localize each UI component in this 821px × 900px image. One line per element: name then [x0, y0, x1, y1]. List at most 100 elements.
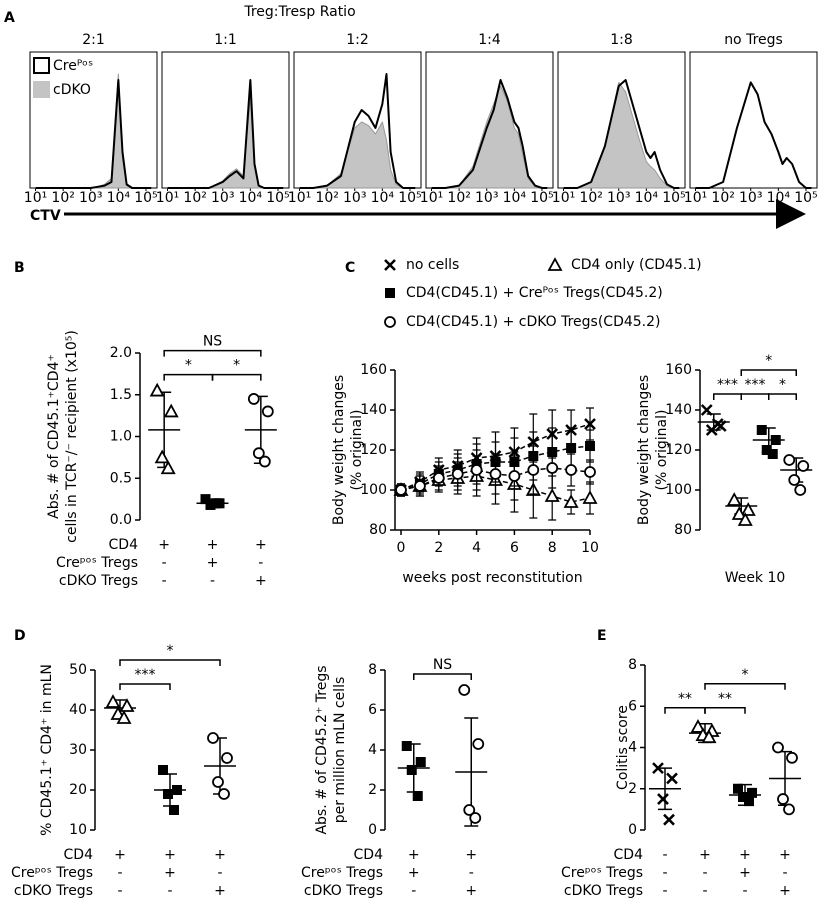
x-tick-label: 8 — [548, 540, 557, 556]
data-point — [221, 752, 233, 764]
data-point — [412, 791, 423, 801]
condition-sign: + — [164, 847, 176, 863]
data-point — [663, 813, 675, 826]
condition-sign: - — [662, 865, 667, 881]
data-point — [794, 484, 807, 496]
data-point — [401, 741, 412, 751]
data-point — [783, 803, 795, 816]
condition-sign: + — [158, 537, 170, 553]
significance-bracket — [163, 349, 262, 357]
y-tick-label: 160 — [360, 362, 387, 378]
legend-marker — [385, 288, 395, 298]
x-axis-label: CTV — [30, 208, 61, 224]
x-tick-label: 10² — [447, 190, 470, 206]
data-point — [252, 447, 265, 460]
x-tick-label: 10¹ — [552, 190, 575, 206]
data-point — [777, 793, 789, 805]
significance-label: ** — [718, 691, 732, 707]
data-point — [544, 488, 560, 502]
data-point — [163, 403, 179, 418]
data-point — [169, 805, 179, 815]
y-axis-label: Abs. # of CD45.2⁺ Tregs — [314, 665, 330, 834]
panel-letter: C — [345, 260, 355, 276]
condition-sign: - — [782, 865, 787, 881]
condition-label: Creᵖᵒˢ Tregs — [561, 865, 643, 881]
significance-label: * — [185, 358, 192, 374]
data-point — [737, 512, 753, 526]
y-tick-label: 1.5 — [110, 387, 132, 403]
data-point — [770, 435, 781, 445]
panel-letter: D — [14, 628, 26, 644]
condition-sign: + — [214, 883, 226, 899]
x-tick-label: 0 — [397, 540, 406, 556]
significance-label: * — [742, 667, 749, 683]
y-tick-label: 1.0 — [110, 429, 132, 445]
condition-sign: - — [162, 555, 167, 571]
data-point — [744, 796, 754, 807]
histogram-line — [695, 81, 812, 189]
legend-label: cDKO — [53, 82, 91, 98]
x-tick-label: 10¹ — [24, 190, 47, 206]
histogram-frame — [689, 51, 818, 189]
y-tick-label: 0.5 — [110, 470, 132, 486]
data-point — [105, 694, 121, 708]
data-point — [469, 812, 482, 824]
data-point — [406, 765, 417, 775]
data-point — [413, 480, 426, 492]
data-point — [432, 472, 445, 484]
condition-sign: - — [162, 573, 167, 589]
x-tick-label: 10³ — [607, 190, 630, 206]
significance-label: NS — [433, 657, 452, 673]
x-tick-label: 10³ — [739, 190, 762, 206]
y-tick-label: 100 — [360, 482, 387, 498]
y-tick-label: 100 — [665, 482, 692, 498]
condition-sign: + — [408, 847, 420, 863]
x-tick-label: 10⁵ — [134, 190, 157, 206]
data-point — [247, 393, 260, 405]
x-tick-label: 10 — [581, 540, 599, 556]
condition-sign: - — [258, 555, 263, 571]
y-tick-label: 2 — [628, 781, 637, 797]
significance-bracket — [119, 683, 171, 690]
condition-sign: + — [739, 865, 751, 881]
condition-label: CD4 — [614, 847, 644, 863]
legend-label: no cells — [406, 257, 459, 273]
condition-sign: - — [662, 847, 667, 863]
y-tick-label: 80 — [674, 522, 692, 538]
significance-label: ** — [678, 691, 692, 707]
data-point — [767, 449, 778, 459]
data-point — [566, 443, 577, 453]
x-tick-label: 10⁵ — [266, 190, 289, 206]
x-tick-label: 10⁵ — [794, 190, 817, 206]
y-tick-label: 8 — [628, 657, 637, 673]
condition-sign: + — [465, 847, 477, 863]
y-tick-label: 6 — [628, 698, 637, 714]
panel-letter: B — [14, 260, 25, 276]
condition-sign: - — [742, 883, 747, 899]
data-point — [783, 454, 796, 466]
y-tick-label: 50 — [69, 662, 87, 678]
x-tick-label: 10² — [579, 190, 602, 206]
data-point — [797, 460, 810, 472]
data-point — [747, 787, 757, 798]
data-point — [458, 684, 471, 696]
y-axis-label: Colitis score — [615, 705, 631, 790]
x-tick-label: 10⁴ — [503, 190, 527, 206]
y-tick-label: 4 — [628, 740, 637, 756]
y-tick-label: 160 — [665, 362, 692, 378]
significance-bracket — [664, 707, 706, 714]
condition-label: Creᵖᵒˢ Tregs — [11, 865, 93, 881]
condition-sign: - — [662, 883, 667, 899]
legend-swatch — [33, 57, 50, 74]
condition-sign: + — [164, 865, 176, 881]
significance-bracket — [704, 707, 746, 714]
significance-label: * — [233, 358, 240, 374]
condition-sign: - — [117, 865, 122, 881]
x-tick-label: 10⁴ — [767, 190, 791, 206]
data-point — [489, 468, 502, 480]
significance-bracket — [119, 659, 221, 666]
x-tick-label: 10⁴ — [107, 190, 131, 206]
condition-label: cDKO Tregs — [304, 883, 383, 899]
